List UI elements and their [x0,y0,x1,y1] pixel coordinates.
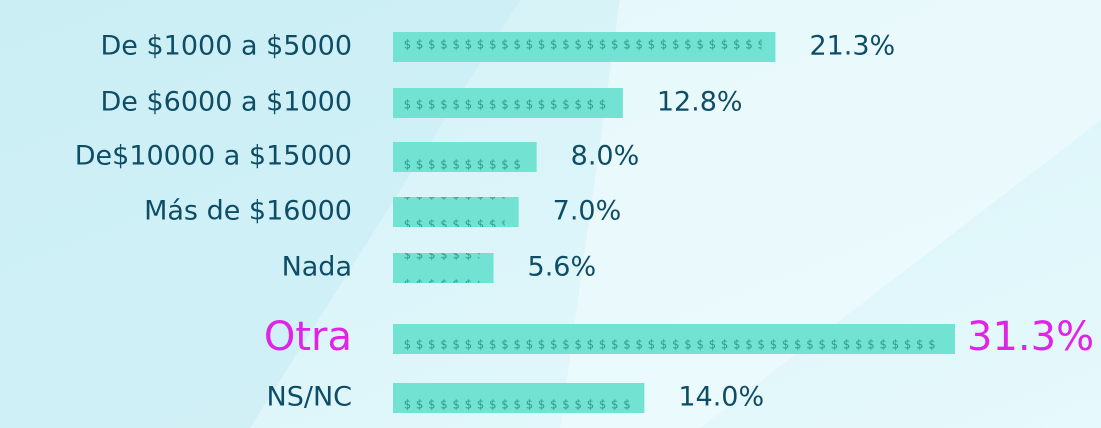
value-label: 7.0% [553,196,622,227]
category-label: Más de $16000 [144,196,352,227]
bg-shape [560,0,1101,428]
category-label: NS/NC [267,382,352,413]
value-label: 31.3% [967,314,1094,360]
category-label: De $6000 a $1000 [101,87,352,118]
bar-pattern [403,197,505,227]
category-label: Otra [264,314,352,360]
value-label: 14.0% [678,382,764,413]
value-label: 12.8% [657,87,743,118]
bg-shape [0,0,520,428]
value-label: 8.0% [571,141,640,172]
category-label: De $1000 a $5000 [101,31,352,62]
value-label: 5.6% [528,252,597,283]
bar-pattern [403,32,762,62]
bar-pattern [403,88,609,118]
bar-pattern [403,253,480,283]
bar-pattern [403,324,941,354]
bar-pattern [403,142,523,172]
bar-pattern [403,383,631,413]
category-label: De$10000 a $15000 [75,141,352,172]
value-label: 21.3% [809,31,895,62]
category-label: Nada [282,252,352,283]
